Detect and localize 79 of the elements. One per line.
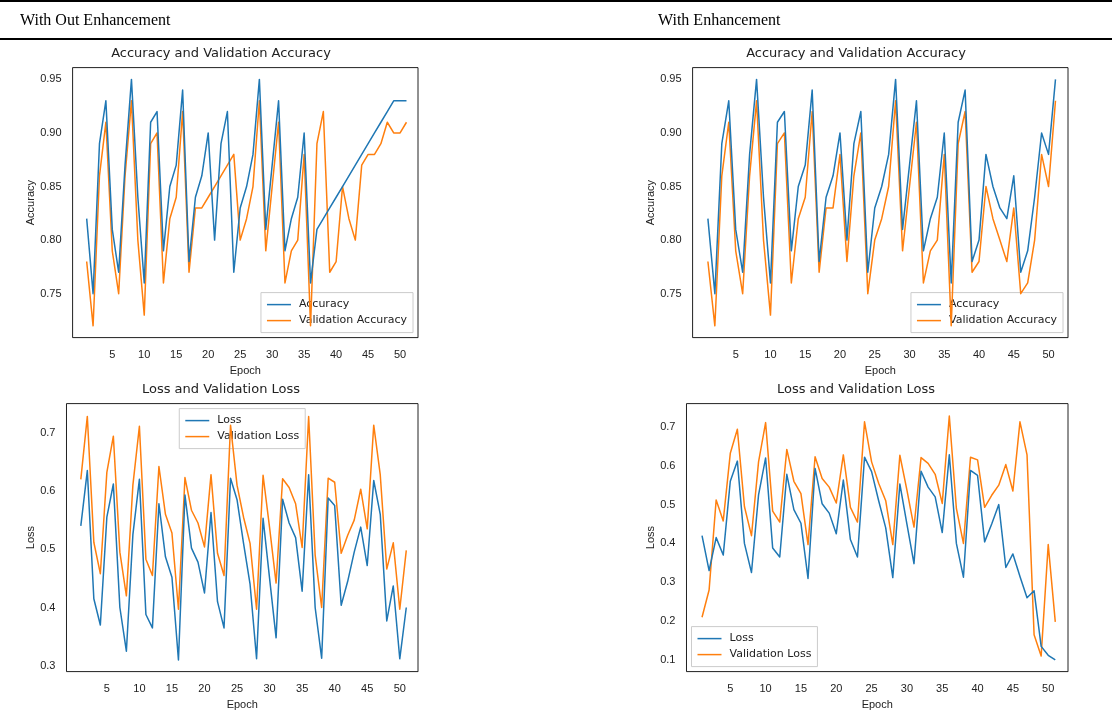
chart-title: Loss and Validation Loss [141,381,301,397]
x-axis-title: Epoch [864,364,896,377]
x-tick-label: 35 [938,348,951,361]
y-tick-label: 0.80 [40,233,62,246]
legend-label: Loss [217,413,242,427]
x-tick-label: 40 [971,682,984,695]
y-tick-label: 0.3 [660,575,676,588]
chart-title: Loss and Validation Loss [776,381,936,397]
y-tick-label: 0.5 [660,497,676,510]
x-tick-label: 5 [727,682,734,695]
text: With Enhancement [658,11,781,29]
x-tick-label: 25 [230,682,244,695]
y-tick-label: 0.85 [660,179,682,192]
x-tick-label: 5 [103,682,110,695]
y-tick-label: 0.6 [40,484,56,497]
x-tick-label: 45 [361,348,375,361]
x-tick-label: 10 [764,348,777,361]
y-tick-label: 0.90 [40,125,62,138]
x-tick-label: 45 [361,682,374,695]
x-tick-label: 15 [799,348,812,361]
x-tick-label: 50 [1042,682,1055,695]
y-axis-title: Accuracy [23,179,36,226]
y-tick-label: 0.5 [40,542,56,555]
x-tick-label: 35 [936,682,949,695]
x-tick-label: 45 [1006,682,1020,695]
y-tick-label: 0.7 [40,425,56,438]
x-tick-label: 35 [298,348,311,361]
x-tick-label: 10 [133,682,146,695]
x-tick-label: 5 [732,348,739,361]
y-tick-label: 0.75 [40,286,62,299]
x-tick-label: 25 [868,348,881,361]
y-tick-label: 0.95 [40,72,62,85]
x-tick-label: 50 [393,682,406,695]
y-tick-label: 0.85 [40,179,62,192]
y-tick-label: 0.80 [660,233,682,246]
y-axis-title: Accuracy [643,179,656,226]
x-tick-label: 25 [234,348,247,361]
y-tick-label: 0.75 [660,286,682,299]
x-axis-title: Epoch [861,698,893,711]
y-tick-label: 0.6 [660,458,676,471]
text: With Out Enhancement [20,11,171,29]
x-tick-label: 20 [198,682,211,695]
x-tick-label: 50 [1042,348,1055,361]
legend-label: Loss [729,631,754,645]
y-tick-label: 0.7 [660,419,676,432]
y-axis-title: Loss [23,525,36,550]
x-tick-label: 40 [972,348,986,361]
chart-title: Accuracy and Validation Accuracy [111,45,332,61]
y-tick-label: 0.95 [660,72,682,85]
y-tick-label: 0.4 [40,600,56,613]
x-tick-label: 15 [165,682,179,695]
chart-title: Accuracy and Validation Accuracy [746,45,967,61]
x-tick-label: 15 [794,682,808,695]
x-tick-label: 30 [263,682,276,695]
x-tick-label: 15 [170,348,183,361]
x-tick-label: 30 [903,348,916,361]
x-tick-label: 40 [328,682,341,695]
y-tick-label: 0.3 [40,658,56,671]
x-tick-label: 30 [266,348,279,361]
x-tick-label: 20 [830,682,843,695]
x-tick-label: 10 [759,682,772,695]
x-tick-label: 20 [202,348,215,361]
x-axis-title: Epoch [226,698,258,711]
x-tick-label: 40 [330,348,343,361]
y-tick-label: 0.90 [660,125,682,138]
x-tick-label: 35 [296,682,309,695]
y-tick-label: 0.4 [660,536,676,549]
x-tick-label: 20 [833,348,847,361]
y-tick-label: 0.1 [660,652,676,665]
x-axis-title: Epoch [229,364,261,377]
x-tick-label: 10 [138,348,151,361]
y-axis-title: Loss [643,525,656,550]
x-tick-label: 50 [393,348,407,361]
x-tick-label: 5 [109,348,116,361]
legend-label: Validation Loss [729,647,812,661]
x-tick-label: 30 [900,682,914,695]
x-tick-label: 45 [1007,348,1020,361]
x-tick-label: 25 [865,682,878,695]
y-tick-label: 0.2 [660,614,676,627]
